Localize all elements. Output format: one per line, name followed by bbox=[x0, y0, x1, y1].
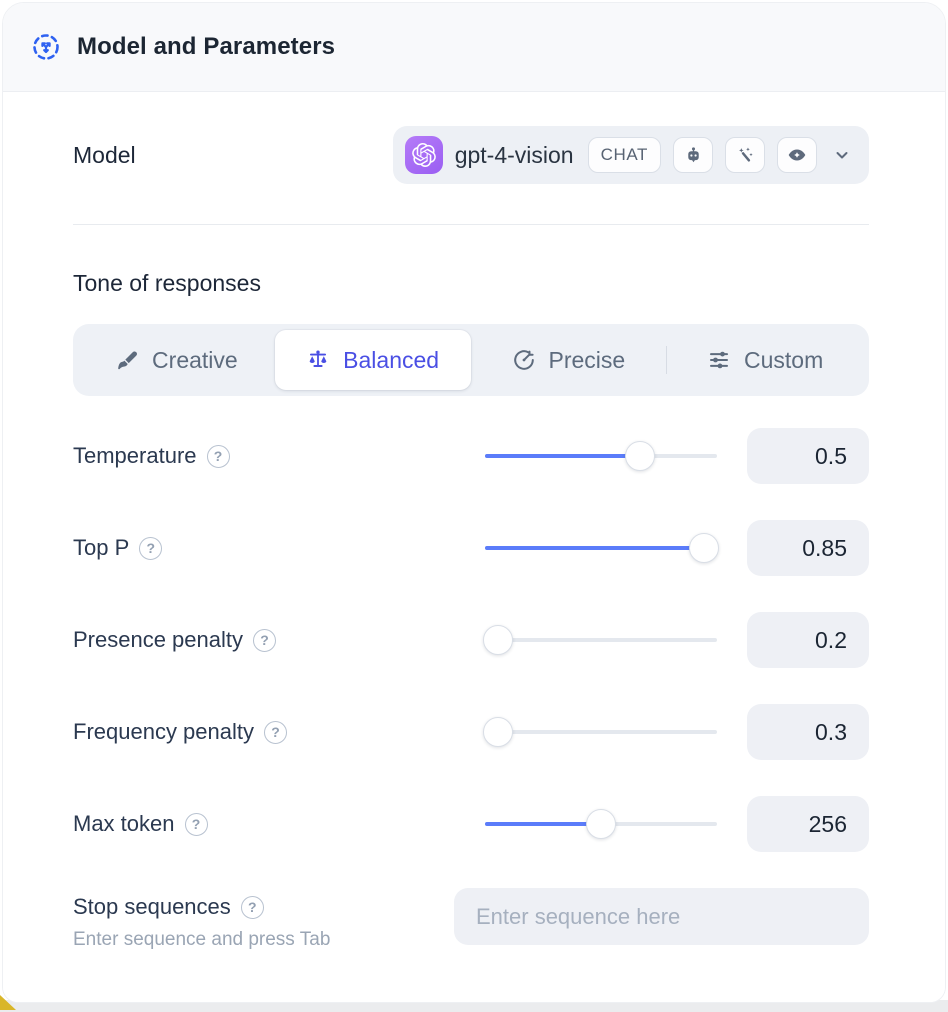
tone-tab-precise[interactable]: Precise bbox=[471, 330, 667, 390]
robot-icon bbox=[673, 137, 713, 173]
panel-body: Model gpt-4-vision CHAT bbox=[3, 92, 945, 1002]
parameter-slider[interactable] bbox=[482, 717, 717, 747]
tone-segmented-control: Creative Balanced Precise Custom bbox=[73, 324, 869, 396]
parameter-label-wrap: Presence penalty? bbox=[73, 627, 485, 653]
parameter-label: Frequency penalty bbox=[73, 719, 254, 744]
stop-sequences-helper-text: Enter sequence and press Tab bbox=[73, 929, 331, 950]
parameter-label-wrap: Top P? bbox=[73, 535, 485, 561]
stop-sequences-row: Stop sequences ? Enter sequence and pres… bbox=[73, 888, 869, 951]
slider-thumb[interactable] bbox=[689, 533, 720, 563]
vision-eye-icon bbox=[777, 137, 817, 173]
slider-fill bbox=[485, 822, 601, 826]
magic-wand-icon bbox=[725, 137, 765, 173]
page-background-strip bbox=[0, 1000, 948, 1012]
parameter-value[interactable]: 0.2 bbox=[747, 612, 869, 668]
parameter-label-wrap: Frequency penalty? bbox=[73, 719, 485, 745]
tone-tab-creative[interactable]: Creative bbox=[79, 330, 275, 390]
radial-spread-icon bbox=[31, 32, 61, 62]
paintbrush-icon bbox=[116, 349, 139, 372]
slider-fill bbox=[485, 454, 641, 458]
help-icon[interactable]: ? bbox=[264, 720, 287, 744]
parameters-list: Temperature? 0.5 Top P? 0.85 Presence penalt… bbox=[73, 428, 869, 852]
model-select-dropdown[interactable]: gpt-4-vision CHAT bbox=[392, 126, 869, 184]
tone-tab-label: Creative bbox=[152, 346, 238, 373]
slider-thumb[interactable] bbox=[482, 717, 513, 747]
help-icon[interactable]: ? bbox=[253, 628, 276, 652]
parameter-slider[interactable] bbox=[485, 441, 717, 471]
parameter-slider[interactable] bbox=[482, 625, 717, 655]
chevron-down-icon bbox=[833, 146, 851, 164]
sliders-icon bbox=[707, 348, 731, 372]
parameter-value[interactable]: 0.85 bbox=[747, 520, 869, 576]
panel-header: Model and Parameters bbox=[3, 3, 945, 92]
parameter-label-wrap: Temperature? bbox=[73, 443, 485, 469]
tone-tab-divider bbox=[666, 346, 668, 374]
tone-tab-label: Custom bbox=[744, 346, 824, 373]
openai-logo-icon bbox=[404, 136, 443, 174]
slider-thumb[interactable] bbox=[625, 441, 656, 471]
parameter-label: Max token bbox=[73, 811, 175, 836]
help-icon[interactable]: ? bbox=[206, 444, 230, 468]
parameter-label: Presence penalty bbox=[73, 627, 243, 652]
model-type-badge: CHAT bbox=[587, 137, 661, 173]
selected-model-name: gpt-4-vision bbox=[454, 141, 574, 168]
balance-scale-icon bbox=[306, 348, 330, 372]
tone-tab-label: Precise bbox=[548, 346, 626, 373]
help-icon[interactable]: ? bbox=[184, 812, 208, 836]
parameter-row-temperature: Temperature? 0.5 bbox=[73, 428, 869, 484]
parameter-value[interactable]: 0.5 bbox=[747, 428, 869, 484]
tone-tab-custom[interactable]: Custom bbox=[667, 330, 863, 390]
parameter-value[interactable]: 0.3 bbox=[747, 704, 869, 760]
target-icon bbox=[512, 348, 536, 372]
slider-thumb[interactable] bbox=[482, 625, 513, 655]
parameter-label: Top P bbox=[73, 535, 130, 560]
parameter-value[interactable]: 256 bbox=[747, 796, 869, 852]
help-icon[interactable]: ? bbox=[139, 536, 163, 560]
section-divider bbox=[73, 224, 869, 225]
tone-tab-label: Balanced bbox=[343, 346, 440, 373]
parameter-slider[interactable] bbox=[485, 809, 717, 839]
stop-sequences-label-block: Stop sequences ? Enter sequence and pres… bbox=[73, 888, 454, 951]
slider-thumb[interactable] bbox=[586, 809, 616, 839]
help-icon[interactable]: ? bbox=[240, 895, 264, 919]
parameter-row-max-token: Max token? 256 bbox=[73, 796, 869, 852]
parameter-label: Temperature bbox=[73, 443, 197, 468]
tone-tab-balanced[interactable]: Balanced bbox=[274, 330, 471, 390]
panel-title: Model and Parameters bbox=[77, 33, 336, 60]
parameter-row-frequency-penalty: Frequency penalty? 0.3 bbox=[73, 704, 869, 760]
slider-track[interactable] bbox=[485, 638, 717, 642]
model-label: Model bbox=[73, 141, 136, 168]
model-row: Model gpt-4-vision CHAT bbox=[73, 126, 869, 184]
slider-fill bbox=[485, 546, 715, 550]
parameter-slider[interactable] bbox=[485, 533, 720, 563]
slider-track[interactable] bbox=[485, 730, 717, 734]
parameter-row-top-p: Top P? 0.85 bbox=[73, 520, 869, 576]
tone-heading: Tone of responses bbox=[73, 270, 261, 296]
parameter-label-wrap: Max token? bbox=[73, 811, 485, 837]
stop-sequences-label: Stop sequences bbox=[73, 894, 231, 919]
parameter-row-presence-penalty: Presence penalty? 0.2 bbox=[73, 612, 869, 668]
stop-sequence-input[interactable] bbox=[454, 888, 869, 945]
